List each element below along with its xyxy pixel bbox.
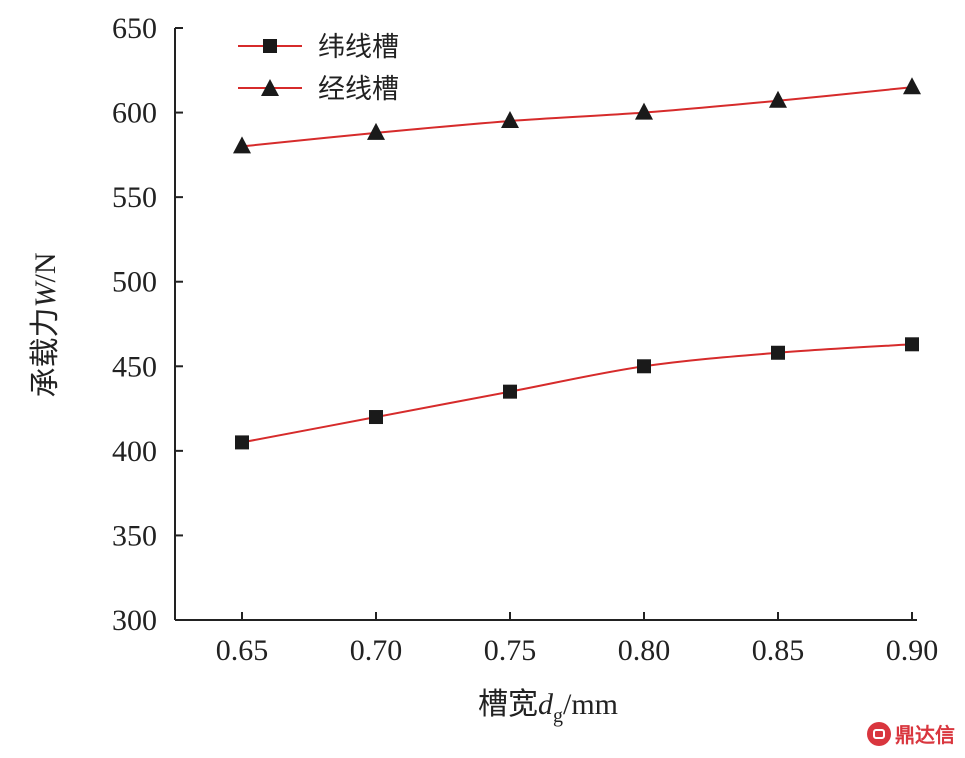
legend-marker-triangle — [261, 79, 279, 96]
legend-item-weft: 纬线槽 — [238, 32, 399, 63]
data-point-square — [637, 359, 651, 374]
axes — [174, 28, 917, 621]
legend: 纬线槽 经线槽 — [238, 32, 399, 105]
data-point-square — [905, 337, 919, 352]
watermark-logo: 鼎达信 — [867, 719, 955, 748]
y-tick-label: 500 — [112, 266, 157, 299]
data-point-triangle — [367, 122, 385, 140]
x-tick-label: 0.70 — [350, 634, 403, 667]
x-tick-label: 0.90 — [886, 634, 939, 667]
x-tick-label: 0.80 — [618, 634, 671, 667]
x-tick-label: 0.75 — [484, 634, 537, 667]
y-tick-label: 300 — [112, 604, 157, 637]
data-point-square — [369, 410, 383, 425]
y-tick-label: 350 — [112, 519, 157, 552]
data-point-triangle — [501, 111, 519, 129]
data-point-triangle — [635, 102, 653, 120]
data-point-square — [503, 384, 517, 399]
series-line-1 — [241, 86, 913, 148]
y-ticks: 300 350 400 450 500 550 600 650 — [112, 12, 183, 637]
legend-item-warp: 经线槽 — [238, 74, 399, 105]
data-point-triangle — [233, 136, 251, 154]
data-point-triangle — [903, 77, 921, 95]
x-ticks: 0.65 0.70 0.75 0.80 0.85 0.90 — [216, 612, 939, 667]
x-tick-label: 0.85 — [752, 634, 805, 667]
watermark-text: 鼎达信 — [895, 723, 955, 747]
series-layer — [233, 77, 921, 450]
x-axis-title: 槽宽dg/mm — [478, 688, 618, 727]
x-tick-label: 0.65 — [216, 634, 269, 667]
legend-label-weft: 纬线槽 — [318, 32, 399, 63]
data-point-triangle — [769, 90, 787, 108]
y-tick-label: 650 — [112, 12, 157, 45]
legend-marker-square — [263, 39, 277, 53]
y-tick-label: 550 — [112, 181, 157, 214]
data-point-square — [235, 435, 249, 450]
y-tick-label: 600 — [112, 97, 157, 130]
legend-label-warp: 经线槽 — [318, 74, 399, 105]
series-line-0 — [241, 343, 913, 444]
data-point-square — [771, 345, 785, 360]
y-tick-label: 450 — [112, 350, 157, 383]
y-axis-title: 承载力W/N — [29, 253, 62, 398]
y-tick-label: 400 — [112, 435, 157, 468]
watermark-icon — [867, 721, 891, 746]
